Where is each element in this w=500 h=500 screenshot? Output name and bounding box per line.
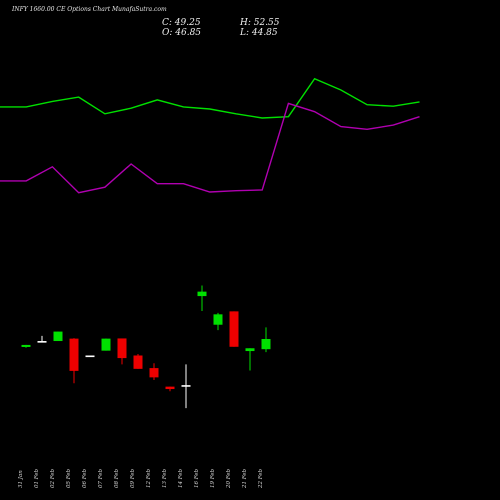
- candle-body: [229, 311, 239, 347]
- x-tick-label: 16 Feb: [194, 468, 200, 488]
- lower-line: [0, 102, 420, 194]
- candle-body: [245, 348, 255, 352]
- high-value: H: 52.55: [240, 18, 280, 28]
- x-tick-label: 21 Feb: [242, 468, 248, 489]
- x-tick-label: 02 Feb: [50, 468, 56, 488]
- candle-body: [165, 386, 175, 390]
- x-tick-label: 09 Feb: [130, 468, 136, 488]
- close-value: C: 49.25: [162, 18, 201, 28]
- candle-body: [181, 385, 191, 387]
- open-value: O: 46.85: [162, 28, 202, 38]
- x-tick-label: 13 Feb: [162, 468, 168, 488]
- candle-body: [261, 338, 271, 350]
- x-tick-label: 12 Feb: [146, 468, 152, 488]
- x-tick-label: 14 Feb: [178, 468, 184, 488]
- x-tick-label: 19 Feb: [210, 468, 216, 488]
- candle-body: [37, 341, 47, 343]
- low-value: L: 44.85: [240, 28, 278, 38]
- chart-title: INFY 1660.00 CE Options Chart MunafaSutr…: [12, 6, 167, 13]
- candle-body: [85, 355, 95, 358]
- candle-body: [101, 338, 111, 351]
- upper-line: [0, 77, 420, 119]
- candle-body: [53, 331, 63, 342]
- x-tick-label: 22 Feb: [258, 468, 264, 489]
- x-tick-label: 05 Feb: [66, 468, 72, 488]
- x-tick-label: 31 Jan: [18, 470, 24, 488]
- candle-body: [133, 355, 143, 369]
- candle-body: [69, 338, 79, 371]
- candle-body: [117, 338, 127, 359]
- x-tick-label: 08 Feb: [114, 468, 120, 488]
- candle-body: [149, 368, 159, 378]
- candle-body: [213, 314, 223, 325]
- x-tick-label: 06 Feb: [82, 468, 88, 488]
- x-tick-label: 20 Feb: [226, 468, 232, 489]
- x-tick-label: 01 Feb: [34, 468, 40, 488]
- candle-body: [21, 344, 31, 347]
- x-tick-label: 07 Feb: [98, 468, 104, 488]
- candle-body: [197, 291, 207, 297]
